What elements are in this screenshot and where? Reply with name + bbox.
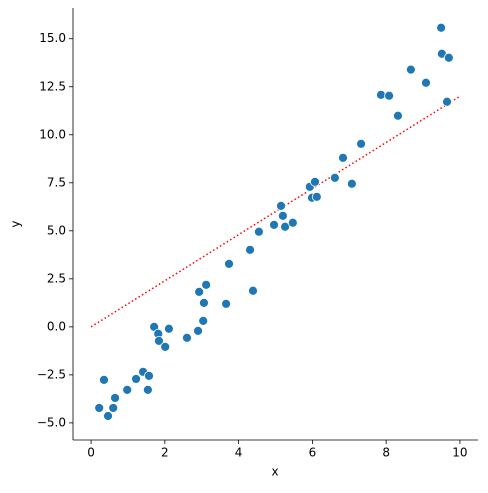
y-tick-label: 5.0 (47, 223, 66, 237)
x-tick-label: 0 (87, 446, 95, 460)
point (376, 89, 386, 100)
point (142, 384, 153, 395)
point (269, 219, 279, 230)
point (193, 325, 203, 336)
point (182, 332, 192, 343)
point (338, 152, 348, 163)
point (131, 374, 141, 384)
y-tick-label: 10.0 (39, 127, 66, 141)
point (154, 335, 164, 346)
point (164, 323, 174, 334)
point (224, 258, 234, 269)
point (310, 176, 320, 187)
point (421, 77, 431, 88)
point (199, 297, 209, 308)
point (221, 298, 231, 309)
y-tick-label: −2.5 (37, 367, 66, 381)
y-axis-label: y (9, 220, 23, 227)
point (280, 221, 290, 232)
point (201, 279, 212, 290)
point (393, 110, 403, 121)
point (311, 191, 322, 202)
point (384, 90, 395, 101)
point (160, 341, 171, 352)
point (194, 287, 205, 297)
x-tick-label: 8 (382, 446, 390, 460)
y-tick-label: 7.5 (47, 175, 66, 189)
y-tick-label: −5.0 (37, 415, 66, 429)
point (94, 403, 105, 413)
y-tick-label: 12.5 (39, 79, 66, 93)
point (346, 178, 357, 189)
point (254, 226, 264, 237)
point (198, 316, 209, 326)
point (248, 285, 258, 296)
y-tick-label: 15.0 (39, 31, 66, 45)
x-tick-label: 2 (161, 446, 169, 460)
x-tick-label: 4 (235, 446, 243, 460)
point (276, 200, 286, 211)
point (108, 403, 119, 413)
point (103, 411, 113, 421)
point (122, 384, 133, 395)
x-tick-label: 10 (452, 446, 467, 460)
point (443, 52, 454, 63)
point (144, 370, 154, 381)
x-tick-label: 6 (309, 446, 317, 460)
point (287, 217, 298, 228)
point (405, 64, 416, 75)
point (442, 96, 452, 107)
point (329, 172, 340, 183)
point (356, 138, 366, 149)
point (245, 244, 255, 255)
x-axis-label: x (271, 465, 278, 479)
y-tick-label: 0.0 (47, 319, 66, 333)
reference-line (90, 95, 461, 328)
y-tick-label: 2.5 (47, 271, 66, 285)
point (436, 22, 447, 33)
point (99, 374, 109, 385)
point (277, 210, 288, 221)
point (110, 393, 120, 403)
